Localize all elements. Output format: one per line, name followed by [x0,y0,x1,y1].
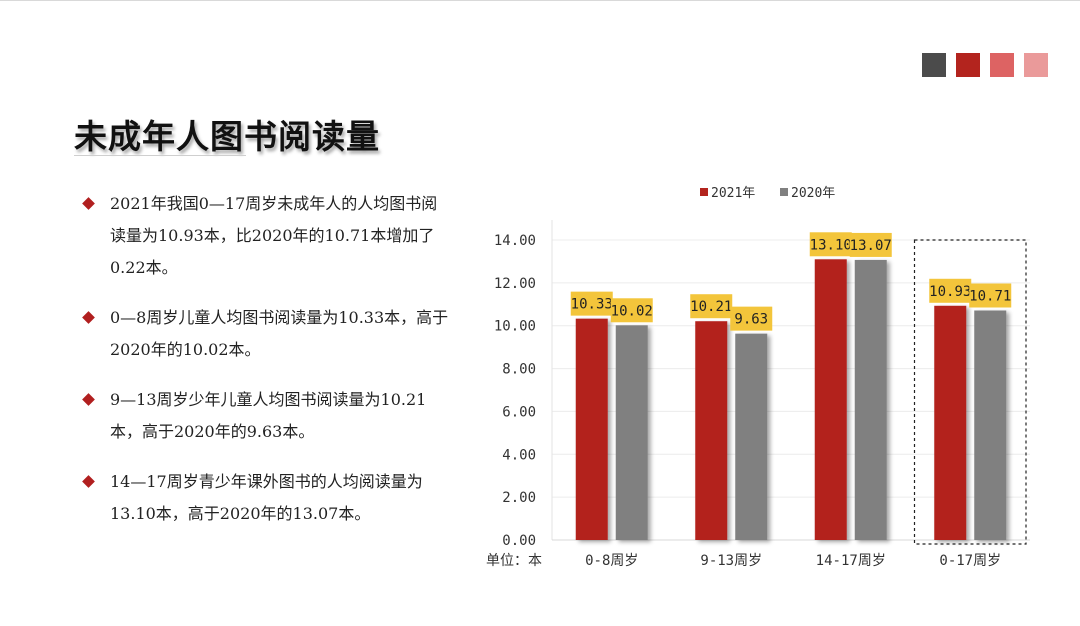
bar [934,305,967,540]
bar [854,259,887,540]
data-label-bg [849,232,892,257]
data-label: 10.21 [690,299,732,315]
diamond-bullet-icon [82,475,95,488]
data-label: 10.71 [969,289,1011,305]
bullet-text: 0—8周岁儿童人均图书阅读量为10.33本，高于2020年的10.02本。 [110,308,449,359]
data-label-bg [570,291,613,316]
swatch-pink [1024,53,1048,77]
bar [615,325,648,540]
top-divider [0,0,1080,1]
bullet-text: 9—13周岁少年儿童人均图书阅读量为10.21本，高于2020年的9.63本。 [110,390,427,441]
bullet-text: 14—17周岁青少年课外图书的人均阅读量为13.10本，高于2020年的13.0… [110,472,423,523]
data-label: 10.02 [611,303,653,319]
swatch-dark-gray [922,53,946,77]
legend-label: 2020年 [791,186,835,201]
bullet-item: 9—13周岁少年儿童人均图书阅读量为10.21本，高于2020年的9.63本。 [82,384,452,448]
y-tick-label: 4.00 [502,447,536,463]
swatch-red [956,53,980,77]
unit-label: 单位：本 [486,553,542,569]
page-title: 未成年人图书阅读量 [74,117,380,156]
bullet-item: 0—8周岁儿童人均图书阅读量为10.33本，高于2020年的10.02本。 [82,302,452,366]
data-label: 10.93 [929,284,971,300]
data-label-bg [610,298,653,323]
bar-chart: 0.00 2.00 4.00 6.00 8.00 10.00 12.00 14.00 单位：本 2… [486,186,1030,569]
title-underline [74,155,246,156]
highlight-box [913,239,1027,545]
data-label-bg [929,278,972,303]
data-label-bg [730,306,773,331]
x-tick-label: 0-17周岁 [939,553,1001,569]
data-label-bg [809,232,852,257]
diamond-bullet-icon [82,393,95,406]
y-tick-label: 6.00 [502,404,536,420]
bullet-item: 14—17周岁青少年课外图书的人均阅读量为13.10本，高于2020年的13.0… [82,466,452,530]
color-swatch-group [922,53,1048,77]
data-label-bg [690,294,733,319]
legend-swatch [700,188,708,196]
data-label: 13.07 [850,238,892,254]
x-tick-label: 9-13周岁 [700,553,762,569]
legend-swatch [780,188,788,196]
data-label: 13.10 [810,237,852,253]
data-label: 9.63 [734,312,768,328]
x-tick-label: 14-17周岁 [816,553,886,569]
y-tick-label: 8.00 [502,362,536,378]
diamond-bullet-icon [82,311,95,324]
y-tick-label: 10.00 [494,319,536,335]
bullet-text: 2021年我国0—17周岁未成年人的人均图书阅读量为10.93本，比2020年的… [110,194,438,277]
diamond-bullet-icon [82,197,95,210]
data-label-bg [969,283,1012,308]
swatch-light-red [990,53,1014,77]
y-tick-label: 0.00 [502,533,536,549]
bar [695,321,728,540]
y-tick-label: 12.00 [494,276,536,292]
bar [974,310,1007,540]
bar [575,318,608,540]
bar [735,333,768,540]
bullet-item: 2021年我国0—17周岁未成年人的人均图书阅读量为10.93本，比2020年的… [82,188,452,284]
x-tick-label: 0-8周岁 [585,553,638,569]
y-tick-label: 2.00 [502,490,536,506]
bar [814,259,847,540]
legend-label: 2021年 [711,186,755,201]
bullet-list: 2021年我国0—17周岁未成年人的人均图书阅读量为10.93本，比2020年的… [82,188,452,530]
y-tick-label: 14.00 [494,233,536,249]
data-label: 10.33 [571,297,613,313]
